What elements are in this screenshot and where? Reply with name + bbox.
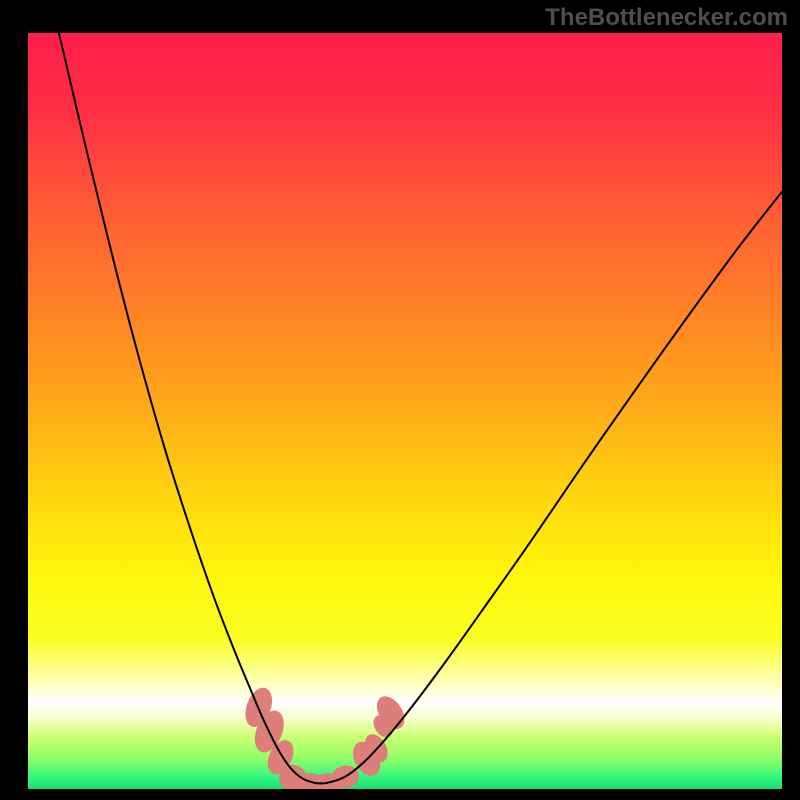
plot-area bbox=[28, 33, 782, 789]
watermark-text: TheBottlenecker.com bbox=[545, 4, 788, 32]
chart-overlay bbox=[28, 33, 782, 789]
stage: TheBottlenecker.com bbox=[0, 0, 800, 800]
data-markers bbox=[240, 684, 410, 789]
curve-right bbox=[315, 192, 782, 784]
curve-left bbox=[59, 33, 315, 783]
